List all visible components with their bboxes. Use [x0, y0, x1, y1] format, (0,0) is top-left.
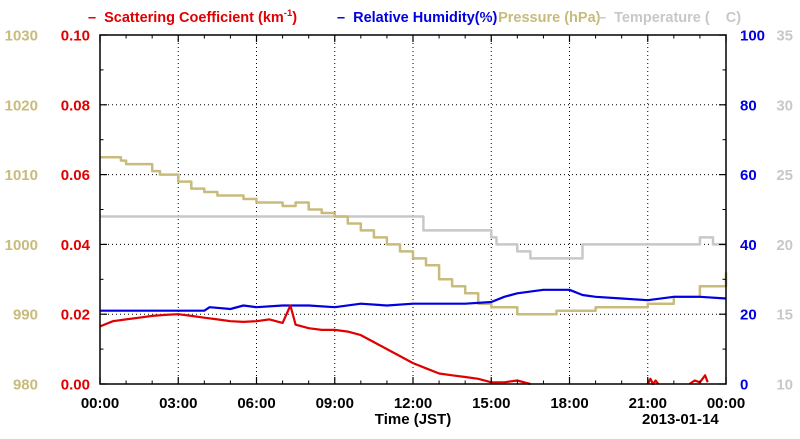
x-tick-label: 18:00 [550, 395, 588, 412]
y-tick-label-pressure: 1000 [5, 237, 38, 254]
y-tick-label-temperature: 30 [776, 97, 793, 114]
legend-pressure-label: Pressure (hPa) [498, 10, 601, 26]
y-tick-label-pressure: 1020 [5, 97, 38, 114]
legend-temperature-label: Temperature ( [614, 10, 710, 26]
y-tick-label-humidity: 100 [740, 28, 765, 45]
y-tick-label-pressure: 1030 [5, 28, 38, 45]
y-tick-label-pressure: 980 [13, 377, 38, 394]
y-tick-label-scattering: 0.00 [61, 377, 90, 394]
legend-scattering-dash: – [88, 10, 96, 26]
legend-humidity-label: Relative Humidity(%) [353, 10, 497, 26]
y-tick-label-scattering: 0.06 [61, 167, 90, 184]
y-tick-label-scattering: 0.10 [61, 28, 90, 45]
legend-temperature-label-tail: C) [726, 10, 741, 26]
series-line [688, 374, 709, 385]
legend-scattering-tail: ) [292, 10, 297, 26]
axes: 00:00 03:00 06:00 09:00 12:00 15:00 18:00 21:00… [5, 28, 793, 413]
x-tick-label: 03:00 [159, 395, 197, 412]
x-tick-label: 00:00 [81, 395, 119, 412]
x-tick-label: 15:00 [472, 395, 510, 412]
x-axis-label: Time (JST) [375, 411, 451, 428]
y-tick-label-temperature: 20 [776, 237, 793, 254]
grid [100, 35, 726, 384]
y-tick-label-temperature: 10 [776, 377, 793, 394]
x-tick-label: 12:00 [394, 395, 432, 412]
y-tick-label-humidity: 40 [740, 237, 757, 254]
date-label: 2013-01-14 [642, 411, 719, 428]
y-tick-label-temperature: 25 [776, 167, 793, 184]
y-tick-label-humidity: 80 [740, 97, 757, 114]
legend-scattering-sup: -1 [284, 8, 293, 19]
legend-humidity: – Relative Humidity(%) [337, 10, 498, 26]
series-line [646, 377, 660, 386]
x-tick-label: 21:00 [629, 395, 667, 412]
y-tick-label-scattering: 0.04 [61, 237, 91, 254]
legend-temperature: – Temperature ( C) [598, 10, 741, 26]
legend-pressure-dash: – [482, 10, 490, 26]
legend: – Scattering Coefficient (km-1) – Relati… [88, 8, 741, 26]
y-tick-label-pressure: 990 [13, 307, 38, 324]
y-tick-label-humidity: 60 [740, 167, 757, 184]
legend-temperature-dash: – [598, 10, 606, 26]
series-line [100, 288, 727, 312]
legend-humidity-dash: – [337, 10, 345, 26]
legend-scattering-label: Scattering Coefficient (km [104, 10, 284, 26]
y-tick-label-scattering: 0.08 [61, 97, 90, 114]
x-tick-label: 06:00 [237, 395, 275, 412]
x-tick-label: 09:00 [316, 395, 354, 412]
y-tick-label-pressure: 1010 [5, 167, 38, 184]
legend-pressure: – Pressure (hPa) [482, 10, 601, 26]
legend-scattering: – Scattering Coefficient (km-1) [88, 8, 297, 26]
series-layer [99, 155, 728, 386]
y-tick-label-temperature: 35 [776, 28, 793, 45]
series-line [99, 304, 531, 386]
y-tick-label-humidity: 20 [740, 307, 757, 324]
y-tick-label-temperature: 15 [776, 307, 793, 324]
series-line [100, 215, 726, 260]
y-tick-label-scattering: 0.02 [61, 307, 90, 324]
y-tick-label-humidity: 0 [740, 377, 748, 394]
x-tick-label: 00:00 [707, 395, 745, 412]
series-line [100, 155, 728, 316]
